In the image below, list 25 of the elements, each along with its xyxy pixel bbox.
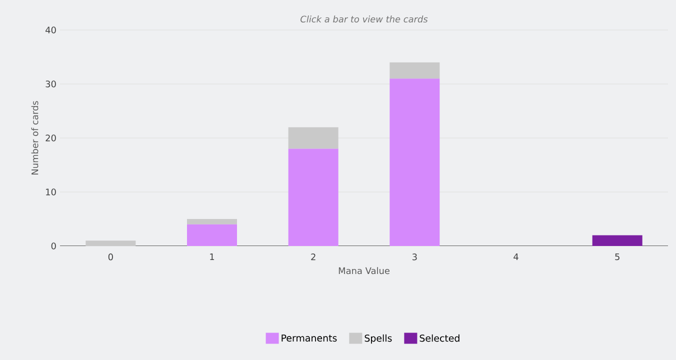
- x-tick-label: 3: [412, 254, 417, 260]
- x-tick-label: 2: [311, 254, 316, 260]
- bar: [187, 224, 238, 246]
- x-tick-label: 0: [108, 254, 113, 260]
- bar: [592, 235, 642, 246]
- bar: [390, 78, 440, 246]
- chart-title: Click a bar to view the cards: [300, 16, 428, 22]
- legend-label: Permanents: [282, 334, 337, 342]
- bar: [288, 148, 338, 246]
- x-tick-label: 1: [210, 254, 214, 260]
- bar: [187, 219, 238, 224]
- bar: [288, 127, 338, 149]
- y-tick-label: 40: [46, 26, 56, 34]
- y-tick-label: 30: [46, 80, 56, 88]
- y-axis-title: Number of cards: [31, 101, 38, 174]
- legend-label: Selected: [420, 334, 460, 342]
- y-tick-label: 20: [46, 134, 56, 142]
- x-tick-label: 5: [615, 254, 620, 260]
- x-tick-label: 4: [514, 254, 518, 260]
- bar: [390, 62, 440, 79]
- bar: [86, 240, 136, 246]
- legend-label: Spells: [364, 334, 392, 344]
- y-tick-label: 10: [46, 188, 56, 196]
- y-tick-label: 0: [51, 242, 56, 250]
- x-axis-title: Mana Value: [338, 267, 390, 274]
